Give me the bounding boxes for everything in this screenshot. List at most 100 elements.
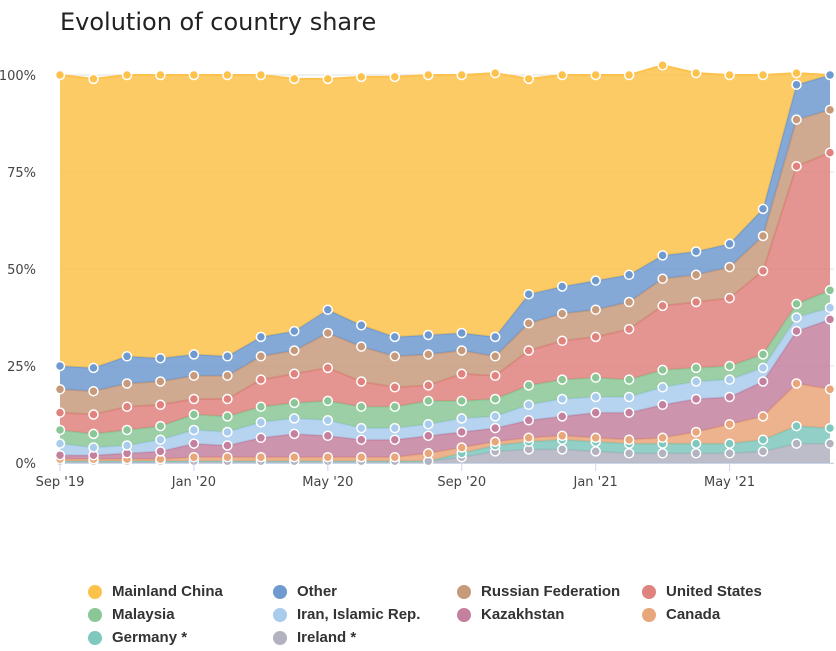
point-mainland-china[interactable]	[791, 67, 802, 79]
area-other[interactable]	[60, 75, 830, 392]
point-united-states[interactable]	[657, 300, 668, 312]
point-other[interactable]	[690, 246, 702, 257]
point-russian-federation[interactable]	[523, 318, 534, 329]
point-mainland-china[interactable]	[289, 73, 300, 85]
point-malaysia[interactable]	[155, 420, 166, 432]
point-malaysia[interactable]	[456, 395, 467, 407]
point-russian-federation[interactable]	[556, 308, 568, 319]
point-malaysia[interactable]	[356, 401, 367, 412]
point-canada[interactable]	[489, 436, 501, 447]
point-other[interactable]	[255, 331, 267, 343]
point-canada[interactable]	[623, 434, 635, 445]
point-malaysia[interactable]	[423, 395, 434, 407]
point-iran-islamic-rep[interactable]	[289, 413, 300, 424]
point-united-states[interactable]	[623, 323, 635, 335]
point-united-states[interactable]	[791, 160, 802, 172]
point-mainland-china[interactable]	[356, 71, 367, 83]
point-malaysia[interactable]	[54, 424, 66, 436]
point-malaysia[interactable]	[824, 285, 836, 296]
point-russian-federation[interactable]	[456, 345, 467, 356]
point-canada[interactable]	[289, 451, 300, 463]
point-kazakhstan[interactable]	[657, 399, 668, 411]
point-malaysia[interactable]	[255, 401, 267, 412]
point-kazakhstan[interactable]	[523, 415, 534, 426]
point-kazakhstan[interactable]	[724, 391, 735, 403]
point-kazakhstan[interactable]	[590, 407, 601, 418]
point-mainland-china[interactable]	[623, 69, 635, 81]
point-kazakhstan[interactable]	[757, 376, 769, 387]
point-iran-islamic-rep[interactable]	[222, 426, 233, 438]
point-canada[interactable]	[657, 432, 668, 444]
point-germany[interactable]	[724, 438, 735, 449]
point-russian-federation[interactable]	[423, 349, 434, 360]
point-russian-federation[interactable]	[121, 378, 133, 389]
point-canada[interactable]	[791, 378, 802, 389]
point-mainland-china[interactable]	[423, 69, 434, 81]
point-canada[interactable]	[423, 448, 434, 459]
point-other[interactable]	[757, 203, 769, 215]
point-other[interactable]	[322, 304, 334, 315]
point-russian-federation[interactable]	[389, 351, 401, 362]
point-mainland-china[interactable]	[757, 69, 769, 81]
area-kazakhstan[interactable]	[60, 319, 830, 460]
point-ireland[interactable]	[556, 444, 568, 455]
point-kazakhstan[interactable]	[690, 393, 702, 405]
point-iran-islamic-rep[interactable]	[623, 391, 635, 403]
point-russian-federation[interactable]	[690, 269, 702, 281]
point-ireland[interactable]	[623, 448, 635, 459]
point-russian-federation[interactable]	[322, 327, 334, 339]
point-ireland[interactable]	[757, 446, 769, 457]
point-kazakhstan[interactable]	[155, 446, 166, 457]
point-canada[interactable]	[757, 411, 769, 422]
point-iran-islamic-rep[interactable]	[155, 434, 166, 445]
point-iran-islamic-rep[interactable]	[724, 374, 735, 385]
point-canada[interactable]	[456, 442, 467, 453]
point-russian-federation[interactable]	[623, 296, 635, 308]
point-other[interactable]	[389, 331, 401, 343]
point-canada[interactable]	[690, 426, 702, 438]
point-canada[interactable]	[724, 418, 735, 430]
point-united-states[interactable]	[54, 407, 66, 418]
point-iran-islamic-rep[interactable]	[121, 440, 133, 451]
point-russian-federation[interactable]	[188, 370, 200, 381]
point-ireland[interactable]	[724, 448, 735, 459]
point-united-states[interactable]	[824, 147, 836, 158]
point-mainland-china[interactable]	[590, 69, 601, 81]
point-malaysia[interactable]	[657, 364, 668, 376]
country-share-chart[interactable]: 0% 25% 50% 75% 100% Sep '19 Jan '20 May '20 Sep …	[0, 0, 836, 560]
area-mainland-china[interactable]	[60, 65, 830, 368]
area-ireland[interactable]	[60, 443, 830, 463]
point-kazakhstan[interactable]	[322, 430, 334, 442]
point-malaysia[interactable]	[121, 424, 133, 436]
area-russian-federation[interactable]	[60, 109, 830, 415]
point-other[interactable]	[121, 351, 133, 362]
legend-item-kazakhstan[interactable]: Kazakhstan	[457, 605, 642, 624]
point-canada[interactable]	[188, 451, 200, 463]
point-kazakhstan[interactable]	[389, 434, 401, 445]
point-malaysia[interactable]	[590, 372, 601, 383]
legend-item-ireland[interactable]: Ireland *	[273, 628, 457, 647]
point-germany[interactable]	[824, 422, 836, 434]
point-kazakhstan[interactable]	[791, 325, 802, 337]
point-kazakhstan[interactable]	[489, 422, 501, 434]
point-other[interactable]	[222, 351, 233, 362]
point-united-states[interactable]	[456, 368, 467, 380]
point-other[interactable]	[489, 331, 501, 343]
point-other[interactable]	[88, 362, 99, 374]
point-mainland-china[interactable]	[389, 71, 401, 83]
area-united-states[interactable]	[60, 152, 830, 434]
point-united-states[interactable]	[155, 399, 166, 411]
point-malaysia[interactable]	[222, 411, 233, 422]
point-germany[interactable]	[791, 420, 802, 432]
point-kazakhstan[interactable]	[824, 314, 836, 325]
point-malaysia[interactable]	[188, 409, 200, 420]
point-other[interactable]	[423, 329, 434, 341]
point-united-states[interactable]	[423, 380, 434, 391]
point-kazakhstan[interactable]	[188, 438, 200, 449]
point-united-states[interactable]	[389, 382, 401, 393]
point-russian-federation[interactable]	[88, 385, 99, 397]
point-russian-federation[interactable]	[356, 341, 367, 352]
point-kazakhstan[interactable]	[423, 430, 434, 442]
point-canada[interactable]	[356, 451, 367, 463]
point-mainland-china[interactable]	[255, 69, 267, 81]
